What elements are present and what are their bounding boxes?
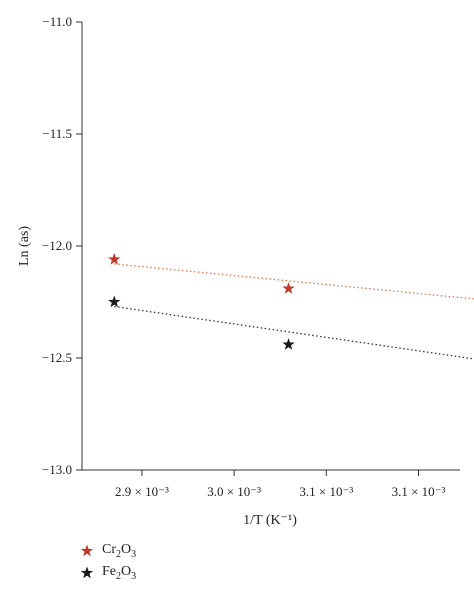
x-tick-label: 3.1 × 10⁻³ <box>299 484 353 499</box>
x-tick-label: 3.0 × 10⁻³ <box>207 484 261 499</box>
legend-label-fe2o3: Fe2O3 <box>102 564 137 582</box>
legend-item-fe2o3: Fe2O3 <box>80 562 136 584</box>
data-point-series-1 <box>108 295 121 308</box>
legend-label-cr2o3: Cr2O3 <box>102 542 137 560</box>
y-axis-title: Ln (as) <box>17 226 32 266</box>
data-point-series-0 <box>108 252 121 265</box>
trendline-series-0 <box>114 263 474 300</box>
y-tick-label: −11.5 <box>42 126 72 141</box>
trendlines <box>114 263 474 360</box>
y-tick-label: −13.0 <box>42 462 72 477</box>
data-point-series-1 <box>282 338 295 350</box>
data-point-series-0 <box>282 282 295 294</box>
x-tick-label: 3.1 × 10⁻³ <box>392 484 446 499</box>
x-axis-title: 1/T (K⁻¹) <box>243 513 297 528</box>
x-tick-label: 2.9 × 10⁻³ <box>115 484 169 499</box>
legend-item-cr2o3: Cr2O3 <box>80 540 136 562</box>
y-tick-label: −12.5 <box>42 350 72 365</box>
trendline-series-1 <box>114 305 474 360</box>
black-star-icon <box>80 566 94 579</box>
y-tick-label: −12.0 <box>42 238 72 253</box>
axes: −11.0 −11.5 −12.0 −12.5 −13.0 2.9 × 10⁻³ 3.0 ×… <box>42 14 460 499</box>
y-tick-label: −11.0 <box>42 14 72 29</box>
data-points <box>108 252 295 350</box>
legend: Cr2O3 Fe2O3 <box>80 540 136 584</box>
red-star-icon <box>80 544 94 557</box>
